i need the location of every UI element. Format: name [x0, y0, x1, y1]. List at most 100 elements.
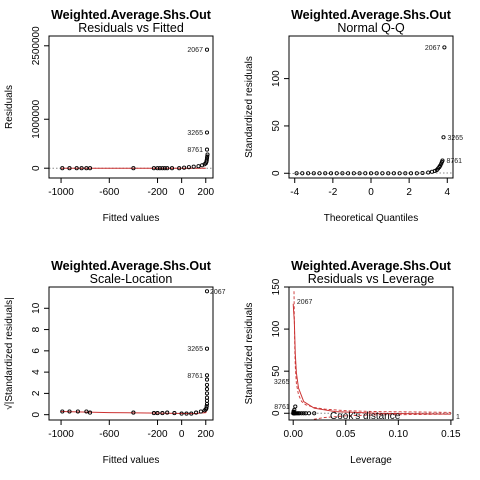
residuals-vs-fitted-y-axis-label: Residuals: [4, 85, 15, 129]
normal-qq-point: [442, 45, 447, 50]
scale-location-point-label: 3265: [187, 346, 203, 353]
residuals-vs-leverage-point-label: 3265: [274, 379, 290, 386]
scale-location-x-tick-label: -200: [148, 429, 168, 440]
normal-qq-x-tick-label: 2: [406, 187, 412, 198]
residuals-vs-fitted-point: [191, 164, 196, 169]
normal-qq-x-tick-label: -2: [328, 187, 337, 198]
scale-location-point: [84, 409, 89, 414]
residuals-vs-fitted-point-label: 3265: [187, 130, 203, 137]
residuals-vs-leverage-y-axis: 0 50 100 150: [271, 278, 289, 416]
residuals-vs-fitted-point: [79, 166, 84, 171]
scale-location-point: [204, 391, 210, 396]
residuals-vs-leverage-smooth-line: [292, 303, 451, 415]
normal-qq-reference-line: [289, 172, 453, 175]
residuals-vs-leverage-point-label: 8761: [274, 404, 290, 411]
residuals-vs-leverage-point: [299, 411, 304, 416]
residuals-vs-fitted-point: [186, 165, 191, 170]
scale-location-y-tick-label: 2: [31, 390, 42, 396]
normal-qq-x-tick-label: 4: [444, 187, 450, 198]
residuals-vs-leverage-y-tick-label: 0: [271, 410, 282, 416]
residuals-vs-fitted-point: [204, 47, 210, 52]
scale-location-subtitle: Scale-Location: [90, 272, 173, 286]
scale-location-frame: [48, 286, 214, 421]
normal-qq-y-axis: 0 50 100: [271, 70, 289, 176]
scale-location-point: [165, 410, 170, 415]
scale-location-point-label: 2067: [210, 289, 226, 296]
scale-location-point: [204, 289, 210, 294]
scale-location-y-tick-label: 4: [31, 369, 42, 375]
normal-qq-y-tick-label: 50: [271, 120, 282, 132]
residuals-vs-fitted-y-axis: 0 1000000 2500000: [31, 26, 49, 171]
scale-location-y-axis-label: √|Standardized residuals|: [3, 297, 15, 409]
residuals-vs-fitted-point: [182, 165, 187, 170]
scale-location-panel: Weighted.Average.Shs.OutScale-Location20…: [3, 259, 226, 466]
scale-location-point: [184, 411, 189, 416]
residuals-vs-leverage-subtitle: Residuals vs Leverage: [308, 272, 435, 286]
scale-location-point: [131, 410, 136, 415]
residuals-vs-fitted-point: [60, 166, 65, 171]
normal-qq-subtitle: Normal Q-Q: [337, 21, 405, 35]
normal-qq-point: [380, 171, 385, 176]
scale-location-y-tick-label: 0: [31, 411, 42, 417]
normal-qq-point-label: 8761: [447, 158, 463, 165]
normal-qq-point: [414, 171, 419, 176]
normal-qq-point: [317, 171, 322, 176]
residuals-vs-fitted-plot-area: [49, 47, 213, 171]
residuals-vs-leverage-cooks-distance-label: Cook's distance: [330, 411, 401, 422]
residuals-vs-leverage-y-tick-label: 150: [271, 278, 282, 295]
residuals-vs-fitted-subtitle: Residuals vs Fitted: [78, 21, 184, 35]
residuals-vs-fitted-point: [74, 166, 79, 171]
residuals-vs-fitted-point: [67, 166, 72, 171]
residuals-vs-fitted-point: [204, 130, 210, 135]
scale-location-plot-area: [60, 289, 210, 416]
scale-location-point: [60, 409, 65, 414]
normal-qq-point: [439, 161, 444, 166]
residuals-vs-fitted-point: [205, 154, 210, 159]
scale-location-point: [67, 409, 72, 414]
residuals-vs-fitted-point: [205, 152, 210, 157]
residuals-vs-fitted-point: [165, 166, 170, 171]
residuals-vs-fitted-x-tick-label: 200: [197, 187, 214, 198]
normal-qq-point: [346, 171, 351, 176]
normal-qq-point: [374, 171, 379, 176]
normal-qq-point: [420, 170, 425, 176]
normal-qq-point: [403, 171, 408, 176]
normal-qq-point: [408, 171, 414, 176]
residuals-vs-fitted-frame: [48, 35, 214, 179]
scale-location-x-tick-label: 0: [179, 429, 185, 440]
normal-qq-point: [334, 171, 339, 176]
residuals-vs-leverage-x-axis-label: Leverage: [350, 455, 392, 466]
normal-qq-point-label: 2067: [425, 45, 441, 52]
scale-location-point: [172, 411, 177, 416]
residuals-vs-fitted-point-label: 8761: [187, 147, 203, 154]
residuals-vs-leverage-contour-label: 1: [456, 414, 460, 421]
scale-location-point: [87, 410, 93, 415]
residuals-vs-fitted-point: [177, 166, 182, 171]
residuals-vs-leverage-plot-area: [289, 291, 453, 420]
normal-qq-point: [340, 171, 345, 176]
normal-qq-title: Weighted.Average.Shs.Out: [291, 8, 452, 22]
normal-qq-frame: [288, 35, 454, 179]
scale-location-point: [160, 411, 165, 416]
normal-qq-point: [397, 171, 402, 176]
residuals-vs-fitted-point: [162, 166, 167, 171]
residuals-vs-leverage-point: [292, 407, 297, 412]
scale-location-point: [194, 410, 199, 415]
normal-qq-point-label: 3265: [447, 135, 463, 142]
residuals-vs-leverage-x-axis: 0.00 0.05 0.10 0.15: [283, 420, 461, 440]
normal-qq-point: [426, 170, 431, 175]
normal-qq-point: [357, 171, 362, 176]
normal-qq-point: [311, 171, 316, 176]
normal-qq-x-axis: -4 -2 0 2 4: [290, 178, 450, 198]
residuals-vs-leverage-point: [306, 411, 312, 416]
residuals-vs-leverage-point: [293, 404, 298, 409]
residuals-vs-fitted-point: [196, 164, 201, 169]
scale-location-point: [204, 387, 210, 392]
residuals-vs-leverage-x-tick-label: 0.10: [389, 429, 409, 440]
residuals-vs-leverage-y-tick-label: 50: [271, 365, 282, 377]
scale-location-x-axis: -1000 -600 -200 0 200: [48, 420, 215, 440]
residuals-vs-fitted-x-axis-label: Fitted values: [103, 213, 160, 224]
